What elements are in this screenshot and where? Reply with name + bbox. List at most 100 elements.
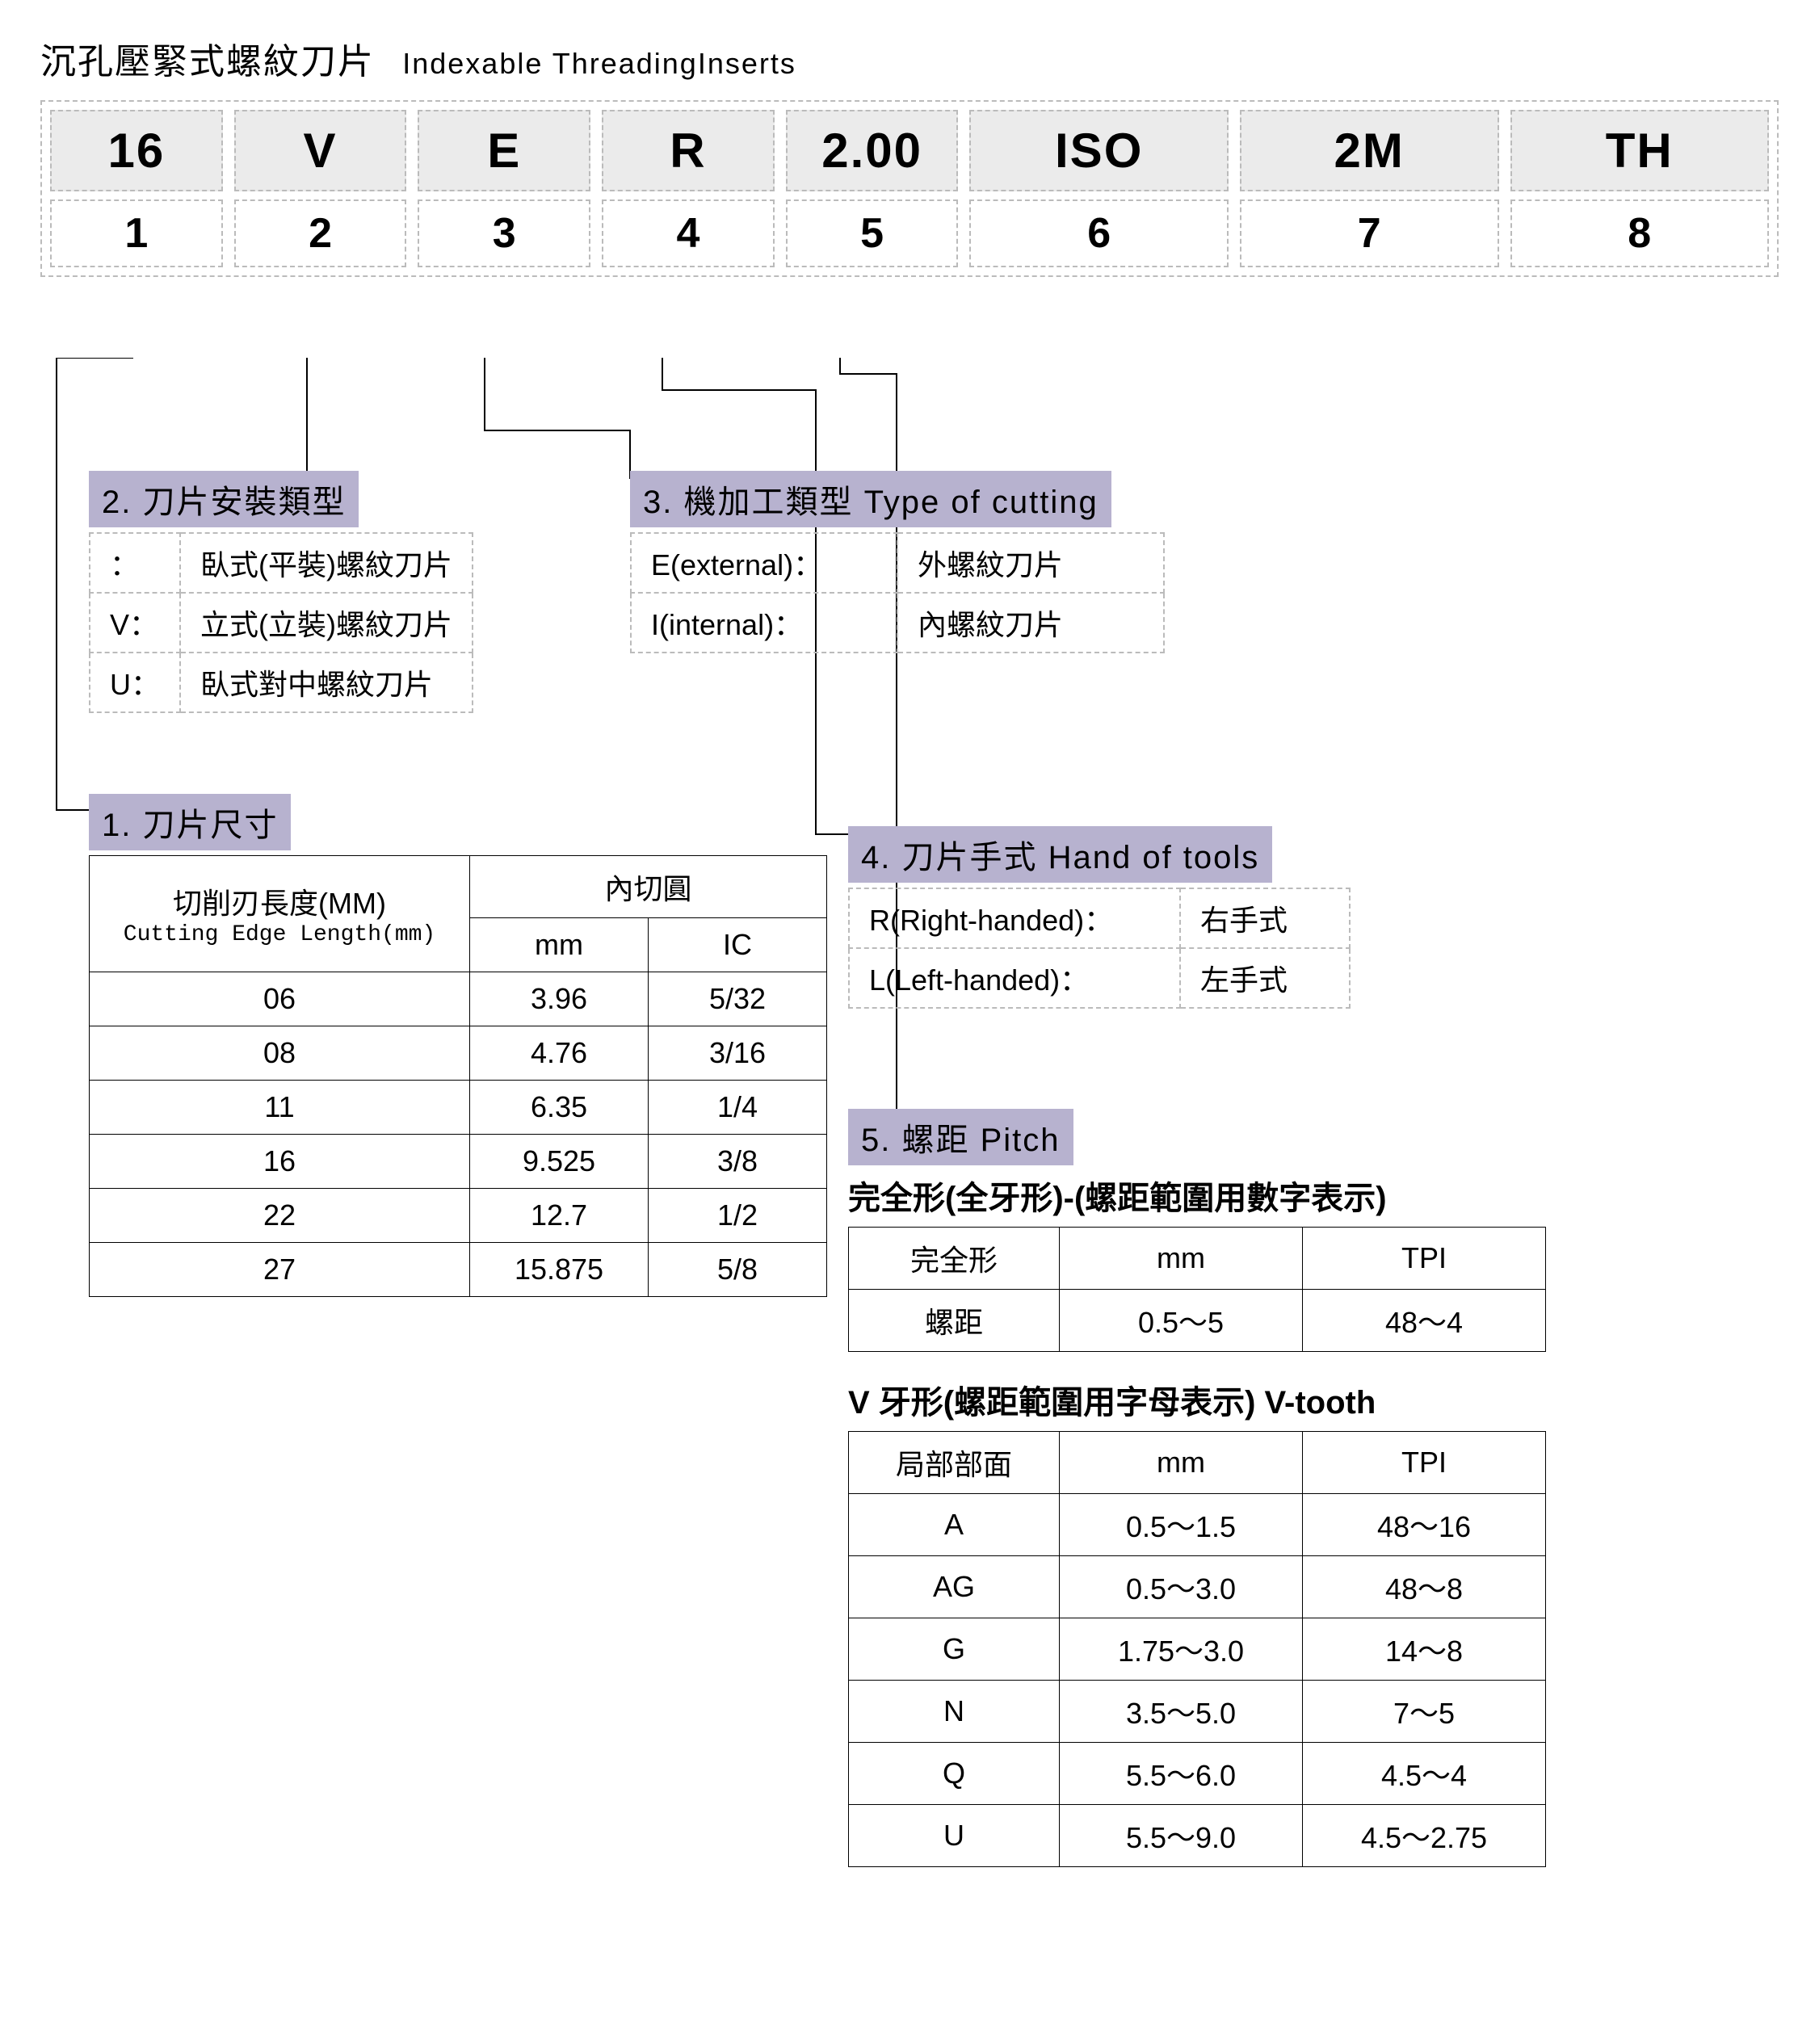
sec4-r0-v: 右手式 (1180, 888, 1350, 948)
sec4-table: R(Right-handed)：右手式 L(Left-handed)：左手式 (848, 888, 1351, 1009)
sec5-vt-r4-a: Q (849, 1743, 1060, 1805)
sec5-vt-r2-a: G (849, 1618, 1060, 1681)
sec5-vt-r1-a: AG (849, 1556, 1060, 1618)
sec5-vt-r2-b: 1.75～3.0 (1060, 1618, 1303, 1681)
sec5-vt-h2: mm (1060, 1432, 1303, 1494)
sec5-vt-r5-a: U (849, 1805, 1060, 1867)
code-top-0: 16 (50, 110, 223, 191)
code-bot-2: 3 (418, 199, 590, 267)
sec4-r0-k: R(Right-handed)： (849, 888, 1180, 948)
sec5-full-r1b: 0.5～5 (1060, 1290, 1303, 1352)
sec1-r3-b: 9.525 (470, 1135, 649, 1189)
section-5: 5. 螺距 Pitch 完全形(全牙形)-(螺距範圍用數字表示) 完全形 mm … (848, 1109, 1546, 1867)
sec5-vt-r0-c: 48～16 (1303, 1494, 1546, 1556)
sec1-r2-b: 6.35 (470, 1081, 649, 1135)
code-top-4: 2.00 (786, 110, 959, 191)
code-bot-4: 5 (786, 199, 959, 267)
sec1-r5-c: 5/8 (649, 1243, 827, 1297)
title-cn: 沉孔壓緊式螺紋刀片 (40, 42, 375, 82)
sec3-header: 3. 機加工類型 Type of cutting (630, 471, 1111, 527)
sec5-vt-r3-a: N (849, 1681, 1060, 1743)
sec1-r0-b: 3.96 (470, 972, 649, 1026)
sec5-vt-r0-a: A (849, 1494, 1060, 1556)
sec1-r5-b: 15.875 (470, 1243, 649, 1297)
sec5-vt-r5-b: 5.5～9.0 (1060, 1805, 1303, 1867)
sec3-r0-v: 外螺紋刀片 (897, 533, 1164, 593)
sec1-r2-a: 11 (90, 1081, 470, 1135)
sec1-r2-c: 1/4 (649, 1081, 827, 1135)
sec5-header: 5. 螺距 Pitch (848, 1109, 1073, 1165)
sec2-r0-k: ： (90, 533, 180, 593)
code-bot-5: 6 (969, 199, 1229, 267)
sec5-full-table: 完全形 mm TPI 螺距 0.5～5 48～4 (848, 1227, 1546, 1352)
sec3-r1-v: 內螺紋刀片 (897, 593, 1164, 653)
sec3-table: E(external)：外螺紋刀片 I(internal)：內螺紋刀片 (630, 532, 1165, 653)
sec1-r1-a: 08 (90, 1026, 470, 1081)
sec4-r1-k: L(Left-handed)： (849, 948, 1180, 1008)
code-top-5: ISO (969, 110, 1229, 191)
code-top-1: V (234, 110, 407, 191)
code-top-2: E (418, 110, 590, 191)
sec1-col2: mm (470, 918, 649, 972)
sec1-r1-b: 4.76 (470, 1026, 649, 1081)
code-top-6: 2M (1240, 110, 1499, 191)
sec5-vt-h1: 局部部面 (849, 1432, 1060, 1494)
sec3-r0-k: E(external)： (631, 533, 897, 593)
code-bot-6: 7 (1240, 199, 1499, 267)
sec1-header: 1. 刀片尺寸 (89, 794, 291, 850)
sec5-vt-r4-c: 4.5～4 (1303, 1743, 1546, 1805)
sec1-r4-c: 1/2 (649, 1189, 827, 1243)
sec5-full-title: 完全形(全牙形)-(螺距範圍用數字表示) (848, 1172, 1546, 1219)
sec1-r1-c: 3/16 (649, 1026, 827, 1081)
sec5-vt-r5-c: 4.5～2.75 (1303, 1805, 1546, 1867)
code-strip: 16 1 V 2 E 3 R 4 2.00 5 ISO 6 2M 7 TH 8 (40, 100, 1779, 277)
sec1-r4-a: 22 (90, 1189, 470, 1243)
sec5-full-h3: TPI (1303, 1228, 1546, 1290)
title-en: Indexable ThreadingInserts (402, 47, 796, 80)
sec3-r1-k: I(internal)： (631, 593, 897, 653)
sec5-full-h1: 完全形 (849, 1228, 1060, 1290)
sec4-r1-v: 左手式 (1180, 948, 1350, 1008)
sec5-vt-r0-b: 0.5～1.5 (1060, 1494, 1303, 1556)
sec5-full-r1a: 螺距 (849, 1290, 1060, 1352)
sec2-r0-v: 臥式(平裝)螺紋刀片 (180, 533, 473, 593)
sec1-table: 切削刃長度(MM) Cutting Edge Length(mm) 內切圓 mm… (89, 855, 827, 1297)
sec1-r5-a: 27 (90, 1243, 470, 1297)
sec1-r4-b: 12.7 (470, 1189, 649, 1243)
sec4-header: 4. 刀片手式 Hand of tools (848, 826, 1272, 883)
sec5-vt-h3: TPI (1303, 1432, 1546, 1494)
section-4: 4. 刀片手式 Hand of tools R(Right-handed)：右手… (848, 826, 1351, 1009)
code-top-7: TH (1510, 110, 1770, 191)
sec5-vtooth-table: 局部部面 mm TPI A0.5～1.548～16 AG0.5～3.048～8 … (848, 1431, 1546, 1867)
code-bot-1: 2 (234, 199, 407, 267)
sec1-col3: IC (649, 918, 827, 972)
sec5-vtooth-title: V 牙形(螺距範圍用字母表示) V-tooth (848, 1376, 1546, 1423)
sec1-colgroup: 內切圓 (470, 856, 827, 918)
section-3: 3. 機加工類型 Type of cutting E(external)：外螺紋… (630, 471, 1165, 653)
section-2: 2. 刀片安裝類型 ：臥式(平裝)螺紋刀片 V：立式(立裝)螺紋刀片 U：臥式對… (89, 471, 473, 713)
sec5-vt-r4-b: 5.5～6.0 (1060, 1743, 1303, 1805)
code-bot-0: 1 (50, 199, 223, 267)
sec5-vt-r3-c: 7～5 (1303, 1681, 1546, 1743)
sec2-r2-k: U： (90, 653, 180, 712)
sec2-table: ：臥式(平裝)螺紋刀片 V：立式(立裝)螺紋刀片 U：臥式對中螺紋刀片 (89, 532, 473, 713)
sec5-vt-r2-c: 14～8 (1303, 1618, 1546, 1681)
code-top-3: R (602, 110, 775, 191)
sec5-vt-r1-b: 0.5～3.0 (1060, 1556, 1303, 1618)
sec1-col1-hdr: 切削刃長度(MM) Cutting Edge Length(mm) (90, 856, 470, 972)
content-area: 2. 刀片安裝類型 ：臥式(平裝)螺紋刀片 V：立式(立裝)螺紋刀片 U：臥式對… (40, 374, 1779, 1989)
sec2-r1-k: V： (90, 593, 180, 653)
sec2-r1-v: 立式(立裝)螺紋刀片 (180, 593, 473, 653)
code-bot-3: 4 (602, 199, 775, 267)
sec5-vt-r1-c: 48～8 (1303, 1556, 1546, 1618)
sec5-full-h2: mm (1060, 1228, 1303, 1290)
code-bot-7: 8 (1510, 199, 1770, 267)
sec5-vt-r3-b: 3.5～5.0 (1060, 1681, 1303, 1743)
section-1: 1. 刀片尺寸 切削刃長度(MM) Cutting Edge Length(mm… (89, 794, 827, 1297)
sec2-r2-v: 臥式對中螺紋刀片 (180, 653, 473, 712)
sec1-r3-c: 3/8 (649, 1135, 827, 1189)
sec1-r0-c: 5/32 (649, 972, 827, 1026)
sec1-r3-a: 16 (90, 1135, 470, 1189)
sec1-r0-a: 06 (90, 972, 470, 1026)
page-title: 沉孔壓緊式螺紋刀片 Indexable ThreadingInserts (40, 32, 1779, 84)
